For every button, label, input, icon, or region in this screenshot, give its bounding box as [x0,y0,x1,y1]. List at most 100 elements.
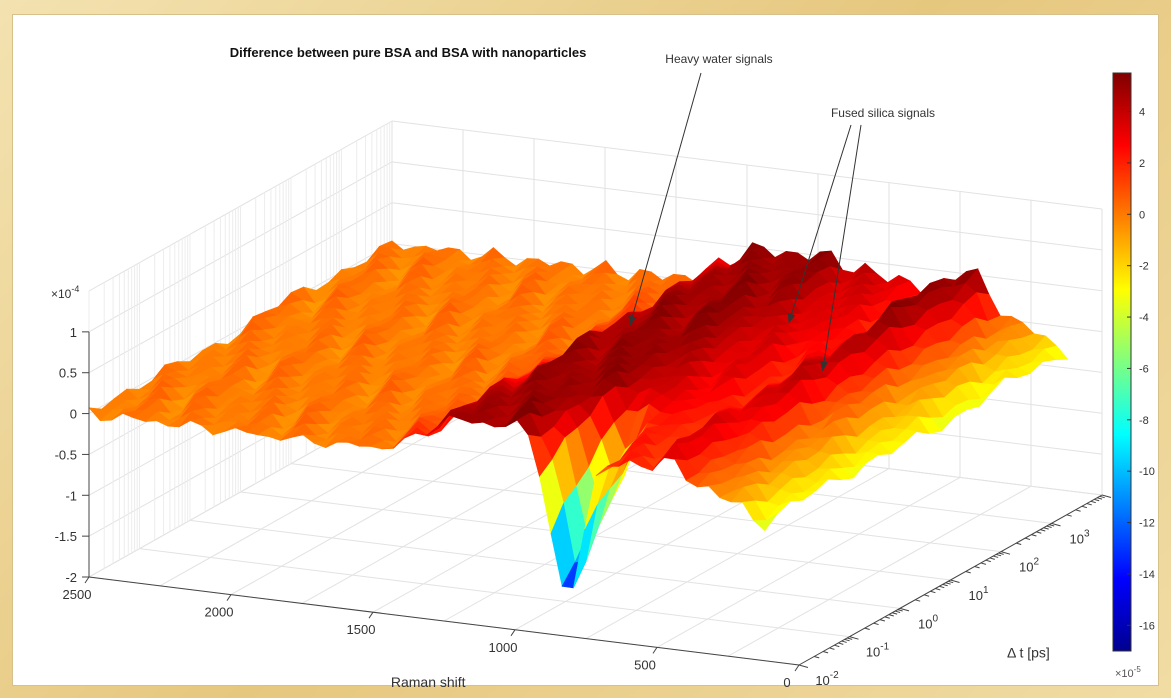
x-axis-title: Raman shift [391,674,466,687]
z-tick-label: -1 [65,488,77,503]
colorbar-multiplier-label: ×10-5 [1115,665,1141,680]
annotation-arrow-heavy-water [628,72,702,327]
y-tick-mark [1043,527,1049,530]
x-axis-line [88,576,800,666]
colorbar-tick-label: -2 [1139,261,1149,273]
y-tick-mark [884,616,890,619]
colorbar-tick-label: -16 [1139,620,1155,632]
y-tick-mark [1081,505,1088,509]
annotation-arrow-fused-silica-1 [787,124,852,324]
y-tick-label: 10-1 [866,642,890,660]
z-tick-label: 0.5 [59,366,77,381]
y-tick-mark [948,580,954,584]
y-tick-mark [1031,534,1037,537]
y-tick-mark [888,614,894,617]
y-tick-mark [1066,514,1072,517]
y-tick-mark [892,612,898,615]
y-tick-mark [844,638,850,642]
y-tick-mark [1099,495,1105,499]
y-tick-mark [993,555,999,558]
back-wall-grid-line [391,161,1103,251]
y-tick-mark [965,570,971,574]
colorbar-tick-label: -14 [1139,569,1155,581]
z-multiplier-label: ×10-4 [51,284,79,301]
surface-patch [752,513,778,532]
y-tick-mark [950,579,960,584]
y-tick-mark [814,655,820,659]
y-tick-mark [1101,494,1112,499]
y-tick-mark [995,553,1002,557]
y-tick-mark [985,559,991,563]
floor-grid-line [240,491,951,581]
y-tick-label: 103 [1069,528,1089,546]
y-tick-mark [834,644,840,648]
y-tick-mark [1040,529,1046,532]
y-axis-title: Δ t [ps] [1007,645,1050,661]
z-tick-label: -1.5 [55,529,77,544]
colorbar-tick-label: -12 [1139,518,1155,530]
y-tick-label: 102 [1019,557,1039,575]
annotation-arrow-fused-silica-2 [820,124,862,372]
y-tick-mark [822,651,829,654]
y-tick-mark [939,585,945,589]
x-tick-mark [510,629,516,637]
z-tick-label: 1 [70,325,77,340]
z-tick-label: -0.5 [55,447,77,462]
colorbar-tick-label: 0 [1139,209,1145,221]
floor-grid-line [290,463,1002,553]
colorbar-tick-label: -8 [1139,415,1149,427]
back-wall-grid-line [391,120,1103,210]
y-tick-mark [838,642,844,645]
x-tick-label: 1000 [489,640,518,655]
colorbar-tick-label: -4 [1139,312,1149,324]
y-tick-mark [1016,542,1022,546]
colorbar-tick-label: -6 [1139,363,1149,375]
y-tick-mark [989,557,995,560]
floor-grid-line [189,519,901,609]
x-tick-mark [368,611,374,619]
back-wall-grid-line [391,202,1103,292]
y-tick-mark [841,640,847,643]
y-tick-mark [1049,524,1055,527]
colorbar-tick-label: 4 [1139,107,1145,119]
y-tick-mark [1075,509,1081,512]
colorbar-tick-label: -10 [1139,466,1155,478]
y-tick-mark [1051,522,1061,527]
y-tick-label: 10-2 [815,670,839,687]
x-tick-mark [652,647,658,654]
y-tick-mark [1036,531,1042,534]
y-tick-label: 101 [968,585,988,603]
y-tick-mark [864,627,870,631]
x-tick-label: 2000 [205,605,234,620]
x-tick-label: 2500 [63,587,92,602]
y-tick-mark [1086,503,1092,506]
y-tick-mark [942,583,948,587]
y-tick-mark [1024,537,1031,541]
figure-panel: 2500 2000 1500 1000 500 0 10-2 10-1 100 101 102 103… [12,14,1159,687]
y-tick-mark [980,562,987,565]
y-tick-label: 100 [918,613,938,631]
y-tick-mark [1094,498,1100,502]
y-tick-mark [1090,500,1096,504]
y-tick-mark [945,582,951,585]
x-tick-label: 1500 [347,622,376,637]
y-tick-mark [879,619,886,622]
annotation-fused-silica: Fused silica signals [831,106,935,120]
y-tick-mark [923,594,930,597]
y-tick-mark [897,609,903,612]
colorbar [1112,72,1132,652]
x-tick-label: 500 [634,657,656,672]
y-tick-mark [829,647,835,650]
y-tick-mark [974,566,980,569]
x-tick-mark [226,594,232,601]
floor-grid-line [139,548,850,638]
z-tick-label: 0 [70,407,77,422]
y-tick-mark [1096,497,1103,500]
y-tick-mark [873,622,879,626]
y-tick-mark [930,590,936,594]
colorbar-tick-label: 2 [1139,158,1145,170]
y-tick-mark [894,610,901,613]
y-tick-mark [998,552,1004,555]
y-tick-mark [899,607,910,612]
